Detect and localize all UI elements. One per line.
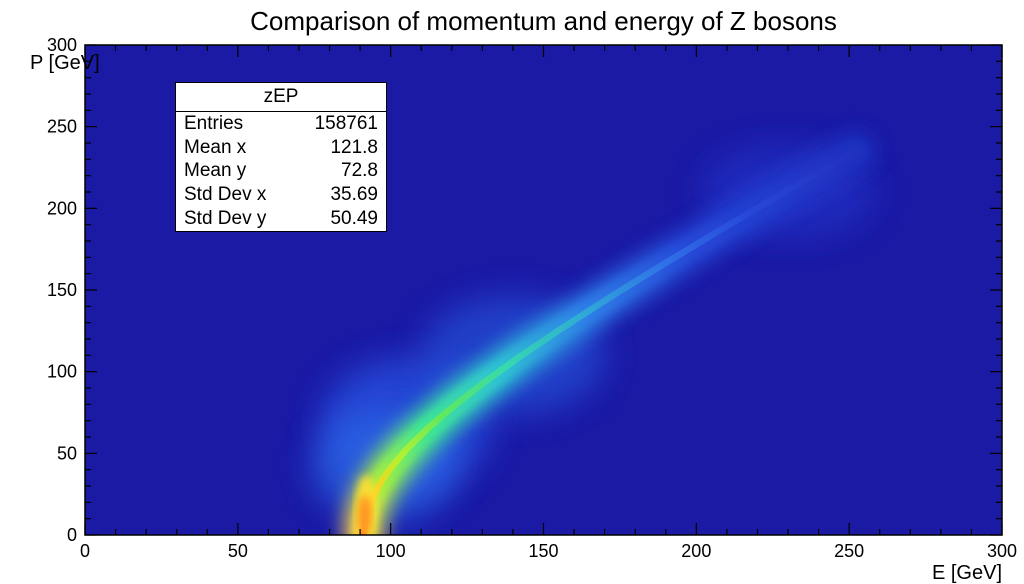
y-tick-label: 250 bbox=[47, 117, 77, 137]
chart-title: Comparison of momentum and energy of Z b… bbox=[250, 6, 837, 36]
x-tick-label: 300 bbox=[987, 541, 1017, 561]
stats-value: 72.8 bbox=[341, 159, 378, 183]
stats-value: 121.8 bbox=[330, 136, 378, 160]
stats-value: 158761 bbox=[315, 112, 378, 136]
stats-label: Std Dev y bbox=[184, 207, 266, 231]
x-tick-label: 50 bbox=[228, 541, 248, 561]
x-tick-label: 0 bbox=[80, 541, 90, 561]
y-tick-label: 200 bbox=[47, 198, 77, 218]
x-tick-label: 250 bbox=[834, 541, 864, 561]
stats-row: Mean y 72.8 bbox=[176, 159, 386, 183]
stats-row: Std Dev x 35.69 bbox=[176, 183, 386, 207]
y-tick-label: 50 bbox=[57, 443, 77, 463]
chart-canvas: 050100150200250300050100150200250300Comp… bbox=[0, 0, 1024, 584]
y-axis-label: P [GeV] bbox=[30, 52, 100, 74]
x-tick-label: 200 bbox=[681, 541, 711, 561]
x-axis-label: E [GeV] bbox=[932, 562, 1002, 584]
stats-row: Mean x 121.8 bbox=[176, 136, 386, 160]
x-tick-label: 100 bbox=[376, 541, 406, 561]
x-tick-label: 150 bbox=[528, 541, 558, 561]
stats-box: zEP Entries158761Mean x121.8Mean y72.8St… bbox=[175, 82, 387, 232]
stats-label: Mean y bbox=[184, 159, 246, 183]
stats-label: Mean x bbox=[184, 136, 246, 160]
stats-value: 50.49 bbox=[330, 207, 378, 231]
y-tick-label: 0 bbox=[67, 525, 77, 545]
stats-row: Entries 158761 bbox=[176, 112, 386, 136]
y-tick-label: 100 bbox=[47, 362, 77, 382]
stats-title: zEP bbox=[176, 83, 386, 112]
stats-label: Entries bbox=[184, 112, 243, 136]
y-tick-label: 150 bbox=[47, 280, 77, 300]
plot-svg: 050100150200250300050100150200250300Comp… bbox=[0, 0, 1024, 584]
stats-label: Std Dev x bbox=[184, 183, 266, 207]
stats-value: 35.69 bbox=[330, 183, 378, 207]
stats-row: Std Dev y 50.49 bbox=[176, 207, 386, 231]
